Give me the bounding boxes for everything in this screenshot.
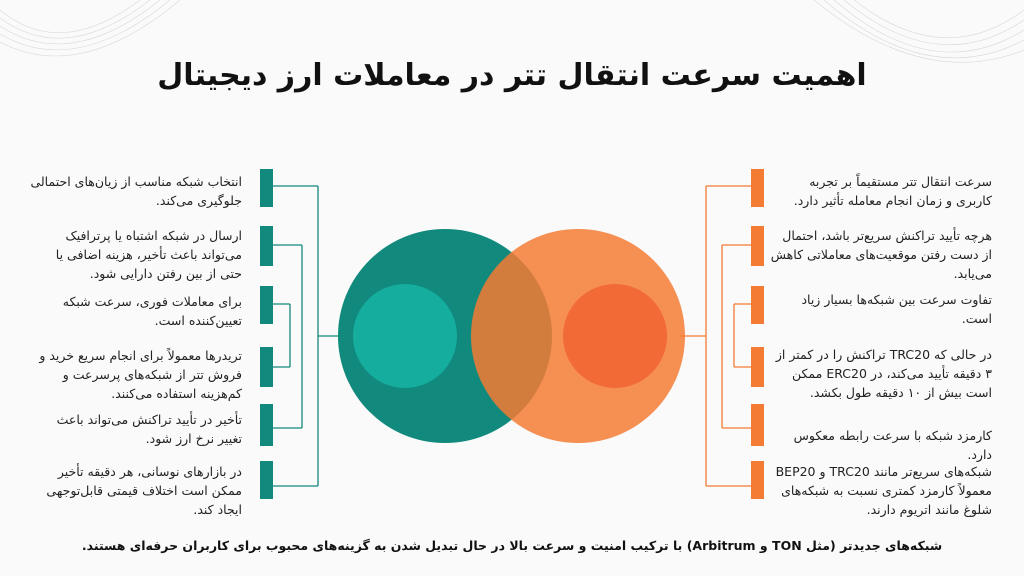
right-connectors: [679, 185, 751, 487]
left-bar-4: [260, 347, 273, 387]
decorative-waves-right: [813, 0, 1024, 63]
right-item-2: هرچه تأیید تراکنش سریع‌تر باشد، احتمال ا…: [770, 228, 992, 281]
page-title: اهمیت سرعت انتقال تتر در معاملات ارز دیج…: [157, 58, 867, 93]
footer-note: شبکه‌های جدیدتر (مثل TON و Arbitrum) با …: [81, 538, 943, 553]
teal-inner-circle: [353, 284, 457, 388]
orange-inner-circle: [563, 284, 667, 388]
left-item-6: در بازارهای نوسانی، هر دقیقه تأخیر ممکن …: [46, 464, 242, 517]
left-item-1: انتخاب شبکه مناسب از زیان‌های احتمالی جل…: [30, 174, 242, 208]
right-item-3: تفاوت سرعت بین شبکه‌ها بسیار زیاد است.: [801, 292, 992, 326]
right-bar-3: [751, 286, 764, 324]
right-item-1: سرعت انتقال تتر مستقیماً بر تجربه کاربری…: [793, 174, 992, 208]
left-bar-5: [260, 404, 273, 446]
left-item-4: تریدرها معمولاً برای انجام سریع خرید و ف…: [39, 348, 242, 401]
right-item-5: کارمزد شبکه با سرعت رابطه معکوس دارد.: [793, 428, 992, 462]
left-bar-1: [260, 169, 273, 207]
left-connectors: [273, 185, 345, 487]
left-item-5: تأخیر در تأیید تراکنش می‌تواند باعث تغیی…: [56, 412, 242, 446]
left-item-3: برای معاملات فوری، سرعت شبکه تعیین‌کننده…: [62, 294, 242, 328]
left-bar-3: [260, 286, 273, 324]
left-item-2: ارسال در شبکه اشتباه یا پرترافیک می‌توان…: [55, 228, 242, 281]
left-bar-6: [260, 461, 273, 499]
right-bar-1: [751, 169, 764, 207]
right-item-6: شبکه‌های سریع‌تر مانند TRC20 و BEP20 معم…: [775, 464, 992, 517]
left-bar-2: [260, 226, 273, 266]
right-item-4: در حالی که TRC20 تراکنش را در کمتر از ۳ …: [775, 347, 992, 400]
right-bar-5: [751, 404, 764, 446]
decorative-waves-left: [0, 0, 181, 57]
right-bar-2: [751, 226, 764, 266]
right-bar-4: [751, 347, 764, 387]
right-bar-6: [751, 461, 764, 499]
